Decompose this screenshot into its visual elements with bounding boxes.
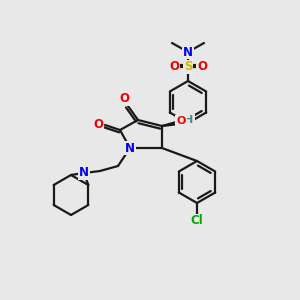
Text: N: N xyxy=(79,167,89,179)
Text: H: H xyxy=(184,115,194,125)
Text: O: O xyxy=(169,61,179,74)
Text: N: N xyxy=(125,142,135,154)
Text: Cl: Cl xyxy=(190,214,203,227)
Text: O: O xyxy=(119,92,129,106)
Text: O: O xyxy=(93,118,103,130)
Text: N: N xyxy=(79,167,89,179)
Text: N: N xyxy=(183,46,193,59)
Text: O: O xyxy=(197,61,207,74)
Text: S: S xyxy=(184,61,192,74)
Text: O: O xyxy=(176,116,186,126)
